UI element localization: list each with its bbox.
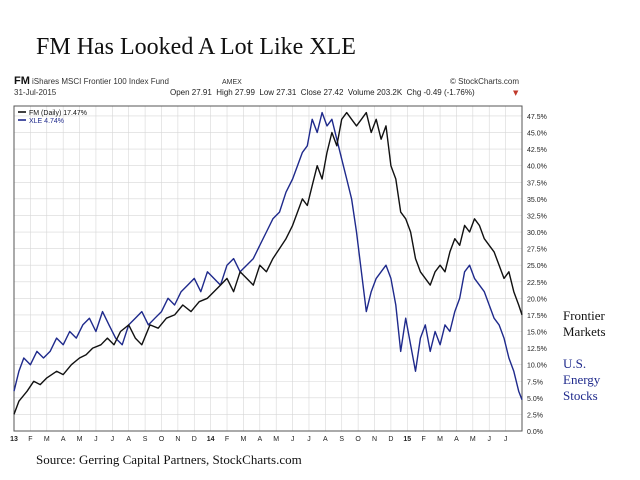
x-tick-label: M [273, 436, 279, 443]
xle-series-line [13, 111, 523, 401]
y-tick-label: 0.0% [527, 429, 543, 436]
x-tick-label: J [487, 436, 491, 443]
y-tick-label: 42.5% [527, 147, 547, 154]
y-tick-label: 20.0% [527, 296, 547, 303]
y-tick-label: 2.5% [527, 412, 543, 419]
y-tick-label: 32.5% [527, 213, 547, 220]
y-tick-label: 12.5% [527, 346, 547, 353]
y-tick-label: 35.0% [527, 197, 547, 204]
x-tick-label: F [28, 436, 32, 443]
y-tick-label: 17.5% [527, 313, 547, 320]
x-tick-label: N [372, 436, 377, 443]
y-tick-label: 15.0% [527, 330, 547, 337]
legend-label: XLE 4.74% [29, 118, 64, 125]
x-axis: 13 F M A M J J A S O N D 14 F M A M J J A S O N D 15 F M A M J J [10, 436, 507, 443]
y-tick-label: 22.5% [527, 280, 547, 287]
x-tick-label: S [143, 436, 148, 443]
y-tick-label: 47.5% [527, 114, 547, 121]
y-tick-label: 45.0% [527, 131, 547, 138]
chart-exchange: AMEX [222, 79, 242, 86]
y-tick-label: 25.0% [527, 263, 547, 270]
fm-annotation-line: Markets [563, 324, 606, 339]
xle-annotation-line: Stocks [563, 388, 598, 403]
xle-annotation-line: U.S. [563, 356, 587, 371]
x-tick-label: 13 [10, 436, 18, 443]
plot-frame [13, 105, 523, 432]
x-tick-label: 15 [403, 436, 411, 443]
y-tick-label: 10.0% [527, 363, 547, 370]
x-tick-label: M [44, 436, 50, 443]
x-tick-label: F [225, 436, 229, 443]
y-tick-label: 40.0% [527, 164, 547, 171]
chart-symbol: FM [14, 75, 30, 87]
y-tick-label: 30.0% [527, 230, 547, 237]
x-tick-label: A [126, 436, 131, 443]
x-tick-label: F [422, 436, 426, 443]
series-layer [13, 111, 523, 415]
xle-annotation: U.S. Energy Stocks [563, 356, 600, 404]
slide-title: FM Has Looked A Lot Like XLE [36, 34, 356, 60]
source-citation: Source: Gerring Capital Partners, StockC… [36, 452, 302, 467]
x-tick-label: 14 [207, 436, 215, 443]
x-tick-label: J [111, 436, 115, 443]
y-axis: 0.0% 2.5% 5.0% 7.5% 10.0% 12.5% 15.0% 17.5% 20.0… [527, 114, 547, 436]
xle-annotation-line: Energy [563, 372, 601, 387]
x-tick-label: A [323, 436, 328, 443]
y-tick-label: 27.5% [527, 247, 547, 254]
fm-annotation-line: Frontier [563, 308, 605, 323]
x-tick-label: D [192, 436, 197, 443]
x-tick-label: J [291, 436, 295, 443]
x-tick-label: A [61, 436, 66, 443]
chart-quote: Open 27.91 High 27.99 Low 27.31 Close 27… [170, 88, 475, 97]
chart-date: 31-Jul-2015 [14, 88, 57, 97]
x-tick-label: M [240, 436, 246, 443]
x-tick-label: O [159, 436, 165, 443]
legend-label: FM (Daily) 17.47% [29, 110, 87, 117]
x-tick-label: N [175, 436, 180, 443]
x-tick-label: A [454, 436, 459, 443]
legend: FM (Daily) 17.47%XLE 4.74% [18, 110, 87, 125]
y-tick-label: 5.0% [527, 396, 543, 403]
x-tick-label: J [94, 436, 98, 443]
x-tick-label: S [339, 436, 344, 443]
y-tick-label: 37.5% [527, 180, 547, 187]
x-tick-label: M [437, 436, 443, 443]
fm-series-line [13, 111, 523, 415]
x-tick-label: J [307, 436, 311, 443]
x-tick-label: D [388, 436, 393, 443]
fm-annotation: Frontier Markets [563, 308, 606, 340]
chart-credit: © StockCharts.com [450, 77, 519, 86]
x-tick-label: O [355, 436, 361, 443]
x-tick-label: J [504, 436, 508, 443]
x-tick-label: A [257, 436, 262, 443]
chart-header: FM iShares MSCI Frontier 100 Index Fund … [14, 75, 519, 97]
y-tick-label: 7.5% [527, 379, 543, 386]
x-tick-label: M [77, 436, 83, 443]
chart-fund-name: iShares MSCI Frontier 100 Index Fund [32, 77, 169, 86]
change-down-icon: ▼ [513, 89, 519, 97]
gridlines [13, 106, 522, 432]
x-tick-label: M [470, 436, 476, 443]
